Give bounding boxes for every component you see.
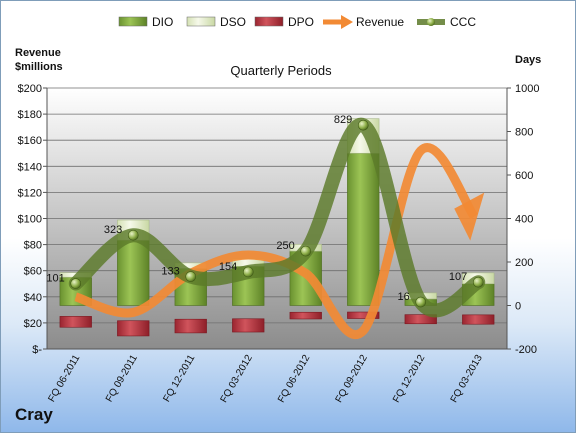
legend-label-dso: DSO [220,15,246,29]
dpo-bar [232,318,265,333]
ccc-data-label: 107 [449,271,467,283]
right-axis-label: Days [515,54,541,66]
x-tick-label: FQ 03-2012 [219,353,255,405]
left-tick-label: $180 [18,109,42,121]
legend: DIO DSO DPO Revenue CCC [118,15,476,29]
right-tick-label: 400 [515,214,533,226]
left-tick-label: $100 [18,214,42,226]
legend-swatch-revenue-head [341,15,353,29]
x-tick-label: FQ 06-2012 [276,353,312,405]
dpo-bar [174,318,207,334]
ccc-point [242,266,254,278]
ccc-point [300,245,312,257]
ccc-point [357,119,369,131]
x-tick-label: FQ 03-2013 [449,353,485,405]
legend-label-ccc: CCC [450,15,476,29]
ccc-data-label: 829 [334,114,352,126]
x-tick-label: FQ 09-2011 [104,353,140,404]
left-tick-label: $20 [24,318,42,330]
x-tick-label: FQ 09-2012 [334,353,370,405]
dpo-bar [117,320,150,337]
dpo-bar [59,316,92,328]
left-tick-label: $140 [18,161,42,173]
ccc-point [185,271,197,282]
ccc-data-label: 323 [104,224,122,236]
ccc-data-label: 154 [219,261,237,273]
left-tick-label: $120 [18,187,42,199]
left-axis-label-line2: $millions [15,61,63,73]
right-tick-label: 1000 [515,83,539,95]
labels-layer: 101 323 133 154 250 829 16 107 [46,114,467,303]
legend-swatch-dpo [254,16,284,27]
legend-label-dio: DIO [152,15,173,29]
left-tick-label: $60 [24,266,42,278]
ccc-data-label: 16 [398,291,410,303]
dio-bar [347,152,380,306]
lines-layer [68,118,486,339]
legend-label-dpo: DPO [288,15,314,29]
left-tick-label: $160 [18,135,42,147]
ccc-point [472,276,484,288]
left-tick-label: $200 [18,83,42,95]
dpo-bar [462,314,495,325]
x-tick-label: FQ 12-2012 [391,353,427,405]
x-tick-label: FQ 06-2011 [47,353,83,404]
right-tick-label: 0 [515,301,521,313]
ccc-point [70,278,82,289]
ccc-data-label: 133 [161,266,179,278]
x-tick-label: FQ 12-2011 [162,353,198,404]
dpo-bar [404,314,437,325]
ccc-point [415,296,427,308]
right-tick-label: -200 [515,344,537,356]
revenue-line [74,143,479,339]
left-tick-label: $80 [24,240,42,252]
legend-swatch-dso [186,16,216,27]
company-name: Cray [15,405,53,424]
legend-swatch-ccc-dot [427,18,435,26]
left-axis-label-line1: Revenue [15,47,61,59]
ccc-data-label: 101 [46,273,64,285]
dpo-bar [347,311,380,319]
dpo-bar [289,311,322,320]
right-tick-label: 200 [515,257,533,269]
legend-label-revenue: Revenue [356,15,404,29]
revenue-arrowhead [454,192,485,241]
dio-bar [117,239,150,306]
legend-swatch-dio [118,16,148,27]
ccc-point [127,229,139,241]
right-tick-label: 600 [515,170,533,182]
ccc-data-label: 250 [276,240,294,252]
left-tick-label: $- [32,344,42,356]
right-tick-label: 800 [515,127,533,139]
chart-title: Quarterly Periods [230,63,332,78]
left-tick-label: $40 [24,292,42,304]
